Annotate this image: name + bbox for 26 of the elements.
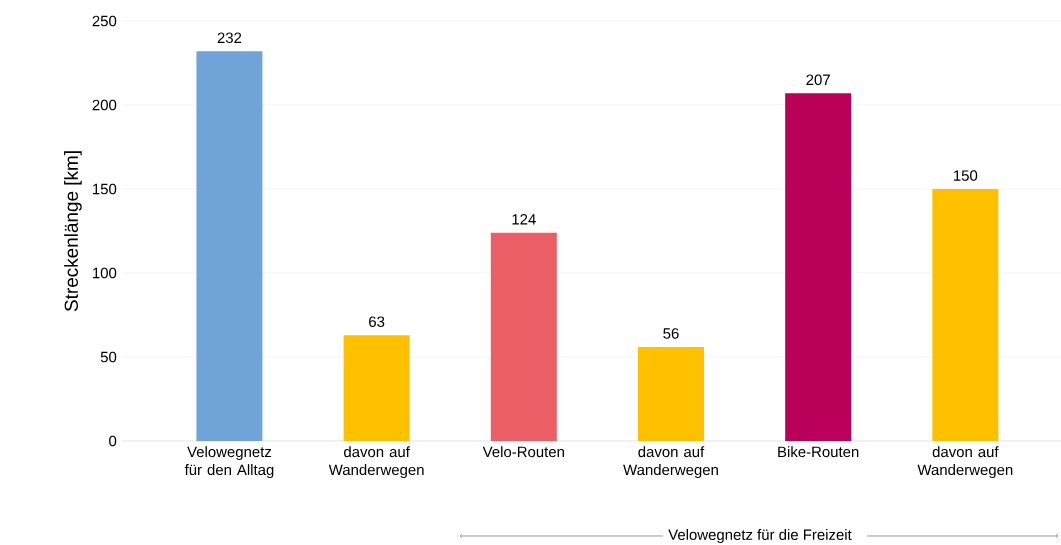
data-label: 124 <box>512 214 536 225</box>
data-label: 56 <box>663 328 679 339</box>
x-tick-label: Bike-Routen <box>778 446 859 458</box>
bar <box>490 232 557 441</box>
bar <box>932 188 999 441</box>
bar <box>637 346 704 441</box>
x-tick-label: Velowegnetz für den Alltag <box>184 446 274 479</box>
x-tick-label: davon auf Wanderwegen <box>328 446 424 479</box>
text: Velowegnetz für die Freizeit <box>668 529 852 543</box>
y-tick-label: 200 <box>92 99 117 111</box>
y-tick-label: 0 <box>109 435 117 447</box>
y-tick-label: 100 <box>93 267 117 279</box>
x-tick-label: davon auf Wanderwegen <box>917 446 1013 479</box>
y-tick-label: 50 <box>100 351 117 363</box>
x-tick-label: Velo-Routen <box>482 446 564 458</box>
y-tick-label: 150 <box>93 183 117 195</box>
data-label: 207 <box>806 74 830 86</box>
bar <box>196 51 263 441</box>
data-label: 232 <box>217 32 242 44</box>
y-tick-label: 250 <box>92 15 117 27</box>
y-axis-title: Streckenlänge [km] <box>64 151 82 312</box>
data-label: 63 <box>369 316 385 327</box>
data-label: 150 <box>954 170 978 181</box>
x-tick-label: davon auf Wanderwegen <box>623 446 718 479</box>
bar <box>343 335 410 441</box>
bar <box>785 93 852 441</box>
